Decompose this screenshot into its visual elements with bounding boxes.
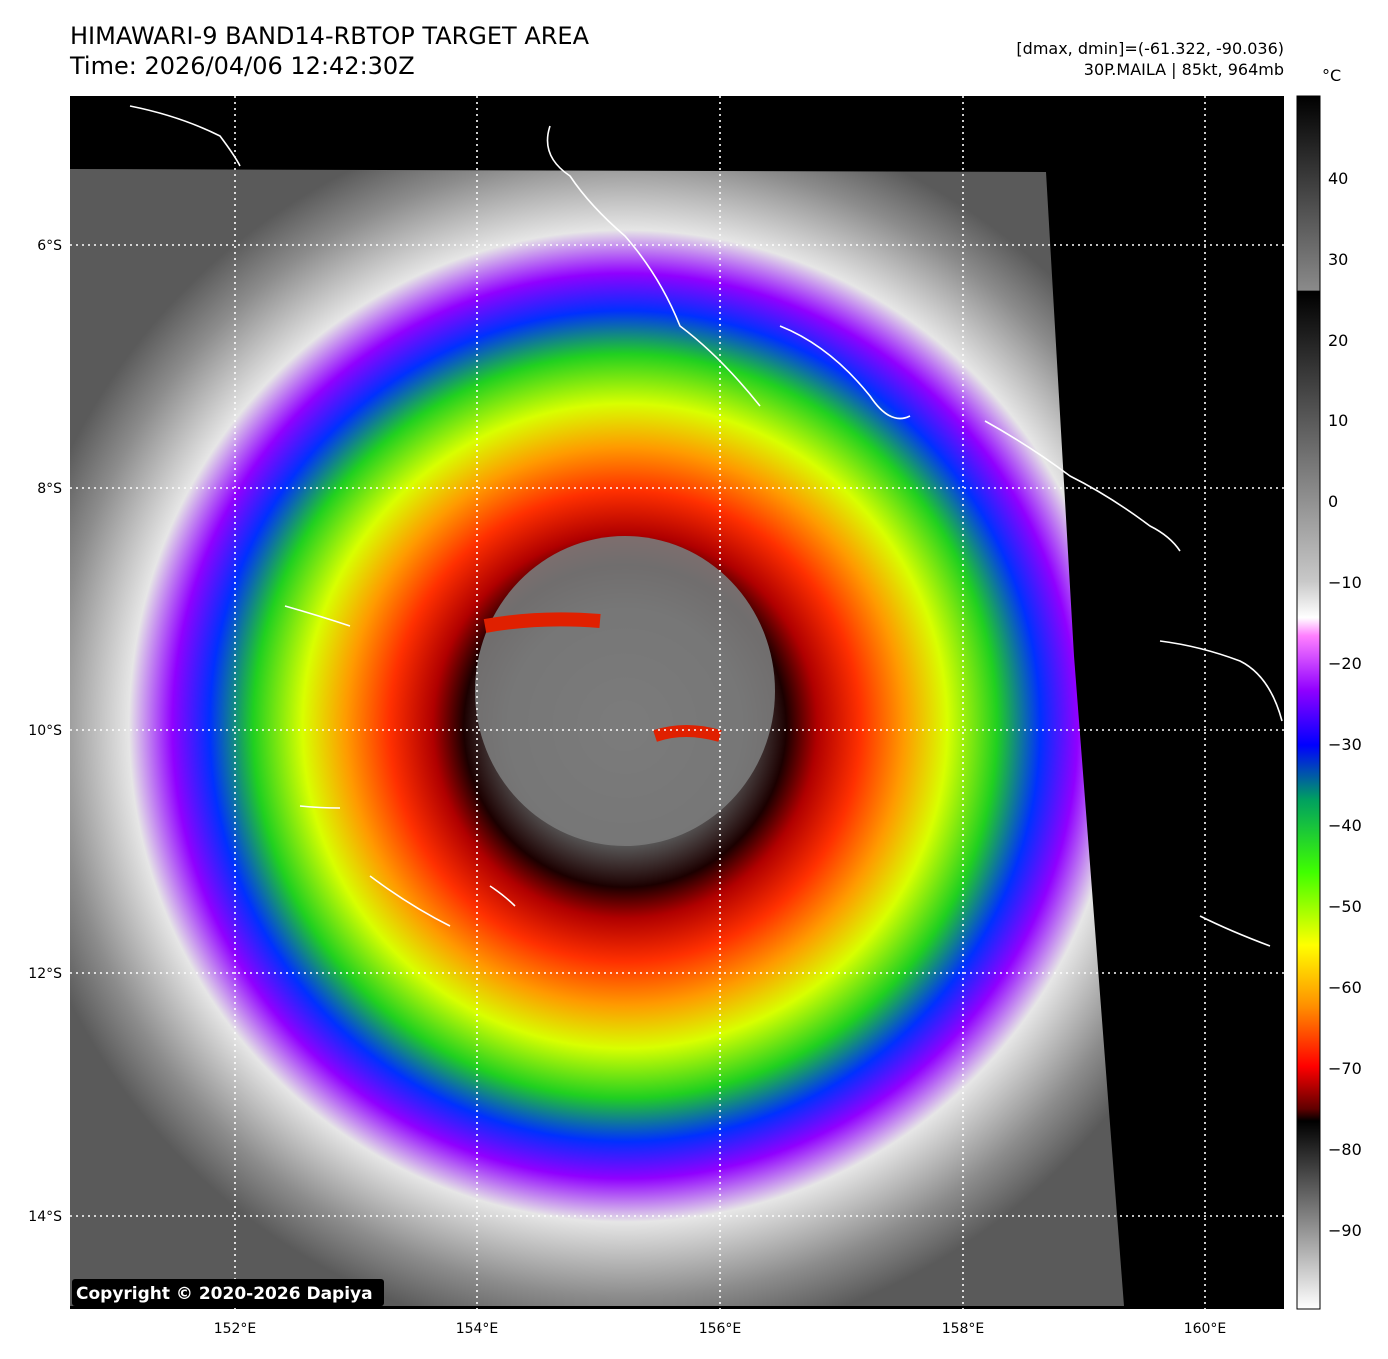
colorbar-tick-label: 30	[1328, 250, 1348, 269]
colorbar-tick-label: 20	[1328, 331, 1348, 350]
colorbar-tick-label: −80	[1328, 1140, 1362, 1159]
colorbar-tick-label: −90	[1328, 1221, 1362, 1240]
coastline	[129, 105, 241, 167]
lon-tick-label: 160°E	[1184, 1321, 1227, 1337]
lat-tick-label: 8°S	[37, 481, 62, 497]
coastline	[984, 420, 1181, 552]
lon-tick-label: 152°E	[214, 1321, 257, 1337]
dminmax-readout: [dmax, dmin]=(-61.322, -90.036)	[1016, 39, 1284, 58]
colorbar-unit: °C	[1322, 66, 1342, 85]
coastline	[546, 125, 761, 407]
colorbar-tick-label: −50	[1328, 897, 1362, 916]
coastline	[299, 805, 341, 809]
coastline	[489, 885, 516, 907]
lat-tick-label: 6°S	[37, 238, 62, 254]
storm-info: 30P.MAILA | 85kt, 964mb	[1083, 60, 1284, 79]
lat-tick-label: 14°S	[28, 1209, 62, 1225]
figure-time: Time: 2026/04/06 12:42:30Z	[70, 52, 415, 80]
coastline	[369, 875, 451, 927]
colorbar-tick-label: 0	[1328, 492, 1338, 511]
lon-tick-label: 154°E	[456, 1321, 499, 1337]
lat-tick-label: 12°S	[28, 966, 62, 982]
lon-tick-label: 158°E	[942, 1321, 985, 1337]
colorbar-tick-label: −10	[1328, 573, 1362, 592]
colorbar-tick-label: −60	[1328, 978, 1362, 997]
figure-title: HIMAWARI-9 BAND14-RBTOP TARGET AREA	[70, 22, 590, 50]
satellite-image: Copyright © 2020-2026 Dapiya	[70, 96, 1284, 1309]
lon-tick-label: 156°E	[699, 1321, 742, 1337]
colorbar-tick-label: −40	[1328, 816, 1362, 835]
colorbar	[1296, 95, 1321, 1310]
colorbar-tick-label: 40	[1328, 169, 1348, 188]
copyright-box	[72, 1279, 384, 1306]
copyright-text: Copyright © 2020-2026 Dapiya	[76, 1284, 373, 1304]
coastline	[779, 325, 911, 420]
colorbar-tick-label: −70	[1328, 1059, 1362, 1078]
red-band-feature	[483, 612, 601, 633]
colorbar-tick-label: −30	[1328, 735, 1362, 754]
coastline	[284, 605, 351, 627]
colorbar-tick-label: 10	[1328, 411, 1348, 430]
red-band-feature	[653, 725, 722, 742]
colorbar-tick-label: −20	[1328, 654, 1362, 673]
coastline	[1159, 640, 1283, 722]
lat-tick-label: 10°S	[28, 723, 62, 739]
